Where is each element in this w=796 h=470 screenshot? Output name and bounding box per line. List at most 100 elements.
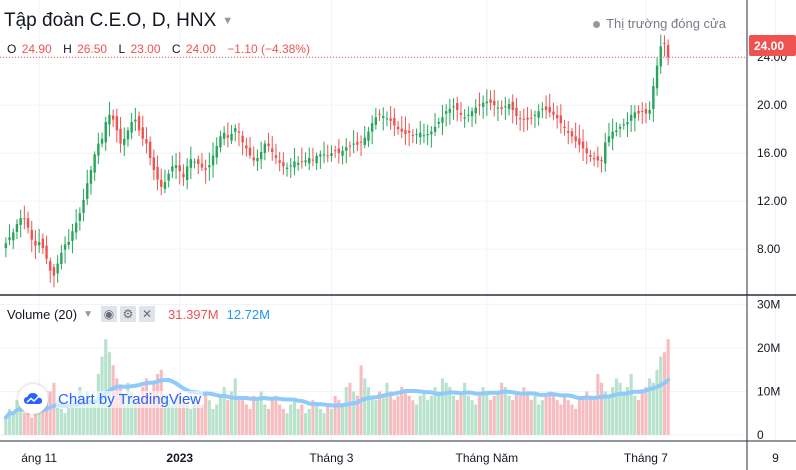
candle-body <box>652 86 655 110</box>
candle-body <box>311 159 315 161</box>
time-tick-label: Tháng Năm <box>455 451 518 465</box>
volume-bar <box>296 408 300 435</box>
volume-bar <box>45 395 49 435</box>
candle-body <box>426 134 429 136</box>
candle-body <box>341 150 344 156</box>
candle-body <box>563 126 566 128</box>
volume-bar <box>381 395 385 435</box>
candle-body <box>600 160 603 162</box>
volume-bar <box>378 391 382 435</box>
candle-body <box>393 117 396 126</box>
candle-body <box>644 109 648 114</box>
candle-body <box>274 155 278 158</box>
candle-body <box>611 131 614 139</box>
candle-body <box>441 117 444 123</box>
price-tick-label: 12.00 <box>757 194 787 208</box>
volume-axis[interactable]: 0 10M 20M 30M <box>757 297 780 442</box>
candle-body <box>82 200 85 213</box>
price-tick-label: 8.00 <box>757 242 781 256</box>
volume-bar <box>215 404 219 435</box>
market-status-text: Thị trường đóng cửa <box>606 16 726 31</box>
candle-body <box>641 110 644 112</box>
candle-body <box>115 116 119 131</box>
candle-body <box>167 173 170 181</box>
ohlc-values: O 24.90 H 26.50 L 23.00 C 24.00 −1.10 (−… <box>7 42 310 56</box>
volume-bar <box>322 413 326 435</box>
volume-bar <box>318 408 322 435</box>
volume-bar <box>304 413 308 435</box>
volume-bar <box>559 404 563 435</box>
volume-bar <box>563 395 567 435</box>
symbol-legend[interactable]: Tập đoàn C.E.O, D, HNX ▼ <box>4 10 233 32</box>
volume-bar <box>637 400 641 435</box>
brand-text[interactable]: Chart by TradingView <box>56 390 204 408</box>
volume-bar <box>163 395 167 435</box>
candle-body <box>8 237 11 241</box>
candle-body <box>348 145 352 147</box>
candle-body <box>345 147 348 151</box>
volume-indicator-label[interactable]: Volume (20) <box>7 306 78 322</box>
volume-bar <box>200 404 204 435</box>
candle-body <box>296 162 300 165</box>
volume-bar <box>78 387 82 435</box>
candle-body <box>589 154 592 157</box>
candle-body <box>30 230 33 240</box>
volume-bar <box>492 395 496 435</box>
volume-bar <box>8 408 12 435</box>
candle-body <box>134 119 137 122</box>
volume-bar <box>588 395 592 435</box>
candle-body <box>337 148 341 154</box>
volume-tick-label: 0 <box>757 428 764 442</box>
candle-body <box>493 100 496 106</box>
candle-body <box>433 126 437 132</box>
candle-body <box>385 118 389 120</box>
candle-body <box>655 65 659 89</box>
candle-body <box>430 131 433 135</box>
tradingview-brand[interactable]: Chart by TradingView <box>18 384 204 414</box>
volume-bar <box>614 378 618 435</box>
candle-body <box>189 159 193 168</box>
volume-bar <box>385 382 389 435</box>
market-status: Thị trường đóng cửa <box>593 16 726 31</box>
chevron-down-icon[interactable]: ▼ <box>222 15 234 27</box>
volume-bar <box>133 400 137 435</box>
candle-body <box>359 141 363 143</box>
candle-body <box>182 173 185 178</box>
close-icon[interactable]: ✕ <box>139 306 155 322</box>
volume-legend[interactable]: Volume (20) ▼ ◉ ⚙ ✕ 31.397M 12.72M <box>7 306 270 322</box>
volume-bar <box>41 408 45 435</box>
cloud-icon[interactable] <box>18 384 48 414</box>
gear-icon[interactable]: ⚙ <box>120 306 136 322</box>
volume-bar <box>551 395 555 435</box>
change-value: −1.10 (−4.38%) <box>227 42 310 56</box>
volume-bar <box>119 387 123 435</box>
volume-bar <box>518 395 522 435</box>
volume-bar <box>392 400 396 435</box>
eye-icon[interactable]: ◉ <box>101 306 117 322</box>
symbol-title[interactable]: Tập đoàn C.E.O, D, HNX <box>4 10 217 31</box>
candle-body <box>470 111 474 117</box>
volume-bar <box>278 404 282 435</box>
candle-body <box>448 108 452 113</box>
volume-bar <box>655 369 659 435</box>
volume-bar <box>185 404 189 435</box>
volume-bar <box>418 395 422 435</box>
candle-body <box>19 218 22 225</box>
candle-body <box>526 117 529 120</box>
candle-body <box>596 156 600 161</box>
volume-bar <box>289 404 293 435</box>
volume-bar <box>566 400 570 435</box>
volume-bar <box>22 413 26 435</box>
volume-bar <box>366 387 370 435</box>
volume-bar <box>374 400 378 435</box>
candle-body <box>626 122 629 125</box>
time-tick-label: 2023 <box>166 451 193 465</box>
chevron-down-icon[interactable]: ▼ <box>83 308 93 320</box>
volume-bar <box>126 382 130 435</box>
volume-bar <box>148 391 152 435</box>
candle-body <box>541 108 544 110</box>
volume-tick-label: 20M <box>757 341 780 355</box>
time-axis[interactable]: áng 11 2023 Tháng 3 Tháng Năm Tháng 7 9 <box>21 451 779 465</box>
